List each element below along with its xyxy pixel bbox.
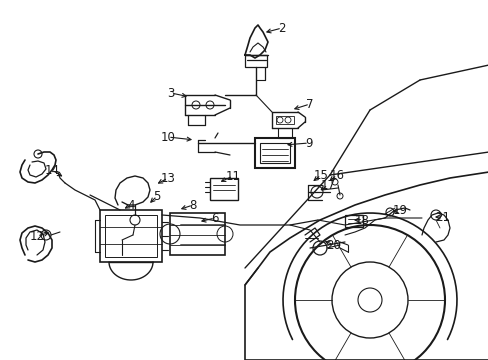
Text: 5: 5 xyxy=(153,189,161,202)
Text: 11: 11 xyxy=(225,170,240,183)
Text: 15: 15 xyxy=(313,168,328,181)
Bar xyxy=(244,55,266,67)
Text: 6: 6 xyxy=(211,212,218,225)
Text: 19: 19 xyxy=(392,203,407,216)
Text: 17: 17 xyxy=(320,179,335,192)
Bar xyxy=(275,116,293,124)
Text: 7: 7 xyxy=(305,98,313,111)
Text: 10: 10 xyxy=(160,131,175,144)
Text: 9: 9 xyxy=(305,136,312,149)
Text: 16: 16 xyxy=(329,168,344,181)
Bar xyxy=(170,213,224,255)
Bar xyxy=(254,138,294,168)
Text: 8: 8 xyxy=(189,198,196,212)
Text: 12: 12 xyxy=(29,230,44,243)
Text: 13: 13 xyxy=(160,171,175,185)
Bar xyxy=(345,215,362,227)
Text: 2: 2 xyxy=(278,22,285,35)
Text: 21: 21 xyxy=(435,211,449,224)
Text: 3: 3 xyxy=(167,86,174,99)
Bar xyxy=(209,178,238,200)
Bar xyxy=(260,143,289,163)
Text: 4: 4 xyxy=(127,198,135,212)
Text: 14: 14 xyxy=(44,163,60,176)
Text: 18: 18 xyxy=(354,213,368,226)
Text: 20: 20 xyxy=(326,239,341,252)
Bar xyxy=(100,210,162,262)
Bar xyxy=(105,215,157,257)
